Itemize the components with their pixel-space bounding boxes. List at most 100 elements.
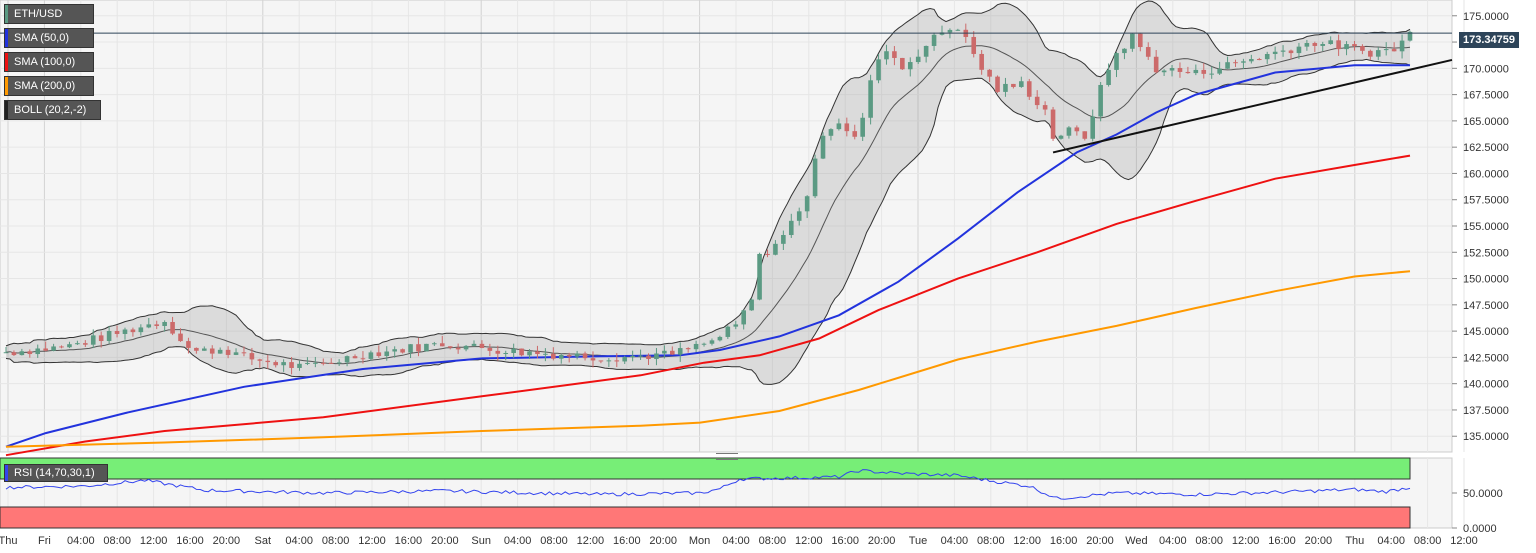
candle-bullish (828, 129, 834, 136)
candle-bullish (75, 343, 80, 345)
legend-sma200[interactable]: SMA (200,0) (4, 76, 94, 96)
candle-bullish (947, 29, 953, 33)
rsi-oversold-band (0, 506, 1411, 529)
legend-rsi[interactable]: RSI (14,70,30,1) (4, 464, 108, 482)
legend-boll-swatch (5, 101, 8, 119)
current-price-tag: 173.34759 (1459, 32, 1519, 48)
legend-symbol-label: ETH/USD (14, 8, 63, 20)
candle-bullish (622, 357, 628, 362)
candle-bullish (907, 62, 913, 70)
legend-sma100-label: SMA (100,0) (14, 56, 76, 68)
candle-bullish (471, 343, 477, 346)
candle-bearish (1138, 33, 1143, 48)
candle-bullish (1114, 53, 1119, 70)
x-tick-label: 08:00 (322, 535, 350, 547)
legend-sma50-swatch (5, 29, 8, 47)
candle-bearish (154, 324, 160, 326)
candle-bullish (868, 80, 873, 118)
candle-bullish (392, 349, 397, 352)
candle-bearish (265, 360, 271, 363)
y-tick-label: 157.5000 (1463, 195, 1509, 207)
rsi-y-tick-label: 0.0000 (1463, 523, 1497, 535)
x-tick-label: 16:00 (1268, 535, 1296, 547)
candle-bullish (233, 352, 239, 355)
y-tick-label: 175.0000 (1463, 11, 1509, 23)
candle-bullish (503, 353, 509, 355)
legend-sma50[interactable]: SMA (50,0) (4, 28, 94, 48)
candle-bullish (1106, 69, 1111, 85)
candle-bearish (1368, 50, 1373, 57)
candle-bullish (1320, 43, 1326, 46)
candle-bullish (463, 345, 469, 350)
y-tick-label: 160.0000 (1463, 168, 1509, 180)
candle-bearish (439, 343, 445, 347)
legend-sma100[interactable]: SMA (100,0) (4, 52, 94, 72)
candle-bullish (796, 211, 802, 221)
candle-bullish (424, 343, 429, 352)
candle-bearish (352, 356, 358, 359)
legend-sma100-swatch (5, 53, 8, 71)
y-tick-label: 137.5000 (1463, 405, 1509, 417)
x-tick-label: 16:00 (395, 535, 423, 547)
candle-bullish (717, 336, 723, 341)
candle-bullish (876, 59, 881, 81)
x-tick-label: 20:00 (649, 535, 677, 547)
x-tick-label: 20:00 (1305, 535, 1333, 547)
y-tick-label: 150.0000 (1463, 274, 1509, 286)
candle-bullish (51, 346, 56, 351)
candle-bearish (273, 362, 278, 366)
candle-bullish (432, 343, 437, 345)
candle-bullish (1217, 68, 1222, 74)
candle-bullish (1328, 40, 1333, 44)
candle-bearish (1288, 50, 1294, 54)
candle-bearish (1082, 131, 1088, 139)
candle-bullish (336, 362, 342, 364)
candle-bullish (915, 56, 921, 63)
x-tick-label: 12:00 (1232, 535, 1260, 547)
candle-bullish (1249, 59, 1254, 62)
candle-bullish (1161, 70, 1167, 73)
candle-bullish (543, 353, 548, 355)
candle-bullish (1272, 51, 1278, 55)
candle-bullish (138, 327, 144, 333)
candle-bullish (709, 340, 715, 344)
pane-resize-handle[interactable] (716, 453, 738, 460)
candle-bullish (1280, 50, 1286, 52)
x-tick-label: 20:00 (1086, 535, 1114, 547)
x-tick-label: Thu (0, 535, 17, 547)
candle-bullish (408, 344, 413, 353)
candle-bearish (685, 348, 691, 350)
x-tick-label: 04:00 (67, 535, 95, 547)
candle-bearish (59, 346, 64, 348)
x-tick-label: 04:00 (504, 535, 532, 547)
sma50-line (5, 64, 1410, 448)
candle-bearish (447, 346, 453, 348)
candle-bearish (487, 347, 493, 351)
candle-bearish (900, 57, 905, 70)
candle-bullish (558, 354, 564, 359)
x-tick-label: 20:00 (868, 535, 896, 547)
candle-bearish (194, 347, 199, 351)
legend-symbol[interactable]: ETH/USD (4, 4, 94, 24)
legend-boll[interactable]: BOLL (20,2,-2) (4, 100, 101, 120)
candle-bullish (1399, 40, 1405, 52)
candle-bearish (582, 353, 588, 359)
candle-bearish (646, 355, 651, 360)
candle-bearish (320, 362, 326, 364)
candle-bearish (114, 331, 120, 334)
candle-bullish (1066, 127, 1072, 136)
bollinger-lower-band (5, 58, 1411, 385)
candle-bearish (178, 333, 183, 342)
x-tick-label: Wed (1125, 535, 1147, 547)
candle-bearish (1145, 47, 1151, 57)
y-tick-label: 135.0000 (1463, 431, 1509, 443)
candle-bearish (670, 350, 675, 355)
candle-bearish (289, 362, 294, 368)
candle-bullish (923, 45, 929, 57)
candle-bullish (202, 348, 207, 351)
rsi-overbought-band (0, 457, 1411, 480)
x-tick-label: 08:00 (977, 535, 1005, 547)
legend-sma200-label: SMA (200,0) (14, 80, 76, 92)
candle-bullish (574, 353, 580, 357)
